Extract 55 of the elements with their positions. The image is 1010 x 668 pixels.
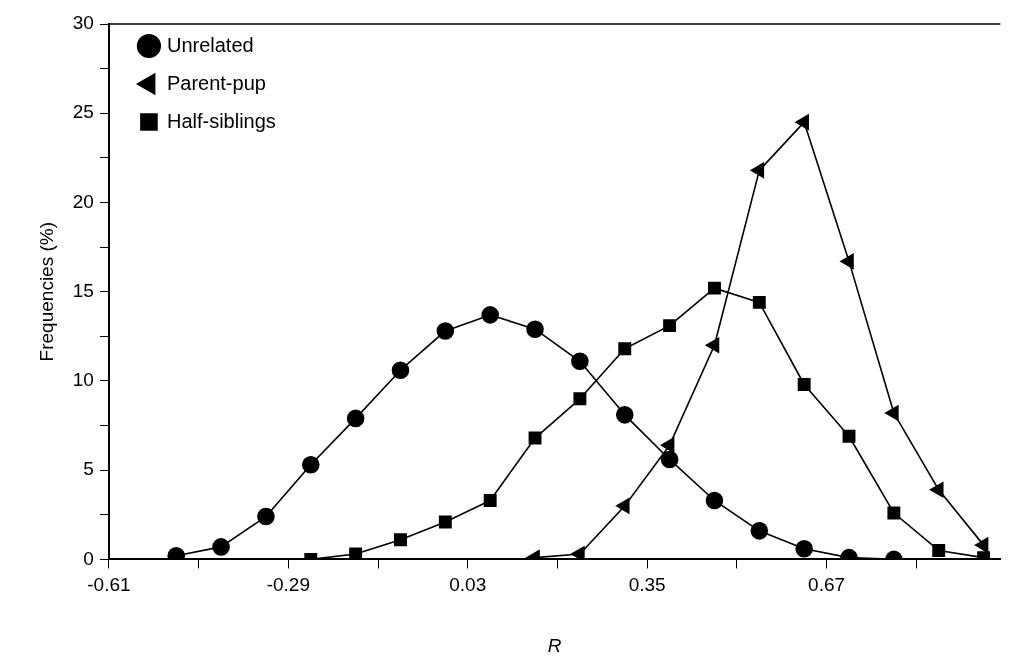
point [528, 431, 542, 445]
point [974, 537, 989, 553]
point [526, 320, 544, 338]
point [795, 114, 809, 130]
point [795, 539, 813, 558]
point [391, 361, 410, 380]
point [481, 306, 499, 324]
point [932, 544, 946, 557]
y-tick-label: 10 [72, 369, 94, 391]
point [615, 406, 634, 424]
point [705, 337, 720, 353]
point [349, 547, 363, 560]
y-tick-label: 20 [72, 190, 94, 212]
point [571, 546, 585, 560]
y-tick-label: 5 [83, 458, 94, 480]
point [887, 506, 901, 520]
point [885, 405, 899, 421]
point [571, 352, 589, 371]
point [301, 456, 320, 474]
x-tick-label: 0.35 [628, 574, 666, 596]
y-tick-label: 15 [72, 279, 94, 301]
point [615, 498, 630, 514]
point [346, 409, 365, 428]
x-tick-label: 0.03 [449, 574, 487, 596]
y-tick-label: 25 [72, 101, 94, 123]
point [618, 342, 632, 356]
point [750, 522, 769, 540]
point [394, 533, 407, 547]
point [705, 491, 724, 510]
point [436, 322, 455, 340]
point [842, 429, 856, 443]
y-axis-title: Frequencies (%) [35, 222, 57, 362]
x-tick-label: -0.61 [87, 574, 131, 596]
y-tick-label: 0 [83, 547, 94, 569]
point [840, 253, 854, 270]
point [663, 319, 677, 333]
x-tick-label: 0.67 [808, 574, 846, 596]
legend-label: Half-siblings [166, 109, 276, 132]
point [573, 392, 587, 406]
point [752, 295, 766, 309]
y-tick-label: 30 [72, 12, 94, 34]
point [257, 507, 275, 526]
point [438, 515, 452, 529]
x-axis-title: R [547, 634, 562, 656]
point [708, 281, 721, 295]
point [660, 437, 675, 453]
point [483, 494, 497, 507]
point [797, 378, 811, 391]
legend-label: Parent-pup [166, 71, 266, 94]
x-tick-label: -0.29 [266, 574, 310, 596]
point [660, 450, 679, 469]
point [750, 162, 765, 179]
point [212, 538, 230, 556]
point [929, 482, 944, 498]
legend-label: Unrelated [166, 33, 254, 56]
